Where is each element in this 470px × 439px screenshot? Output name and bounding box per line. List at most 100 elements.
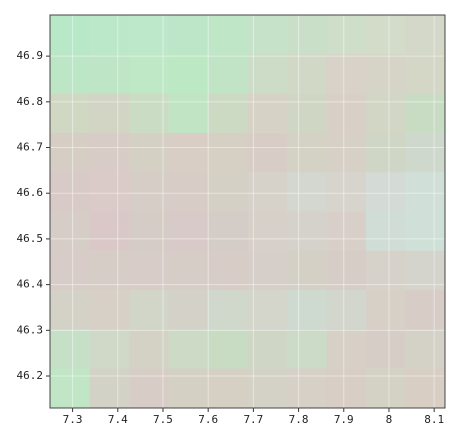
pixel [287, 290, 327, 330]
pixel [247, 54, 288, 95]
x-tick-label: 7.4 [108, 413, 128, 426]
pixel [326, 250, 367, 291]
pixel [366, 132, 406, 173]
pixel [405, 93, 446, 134]
pixel [247, 250, 288, 291]
pixel [247, 368, 288, 409]
y-tick-label: 46.8 [17, 95, 44, 108]
pixel [366, 211, 406, 252]
y-tick-label: 46.3 [17, 323, 44, 336]
pixel [326, 132, 367, 173]
pixel [326, 368, 367, 409]
pixel [168, 329, 209, 370]
pixel [366, 93, 406, 134]
pixel [208, 93, 248, 134]
pixel [287, 368, 327, 409]
pixel [326, 93, 367, 134]
pixel [168, 290, 209, 330]
pixel [50, 290, 90, 330]
pixel [89, 93, 130, 134]
pixel [89, 132, 130, 173]
pixel [168, 132, 209, 173]
pixel [287, 54, 327, 95]
pixel [405, 329, 446, 370]
pixel [129, 93, 169, 134]
x-tick-label: 7.8 [289, 413, 309, 426]
pixel [89, 368, 130, 409]
y-tick-label: 46.2 [17, 369, 44, 382]
pixel [89, 290, 130, 330]
pixel [247, 132, 288, 173]
pixel [405, 250, 446, 291]
pixel [287, 93, 327, 134]
pixel [129, 211, 169, 252]
pixel [89, 250, 130, 291]
x-tick-label: 7.7 [243, 413, 263, 426]
pixel [168, 368, 209, 409]
pixel [129, 54, 169, 95]
pixel [287, 172, 327, 212]
pixel [50, 211, 90, 252]
pixel [208, 368, 248, 409]
pixel [208, 329, 248, 370]
pixel [50, 15, 90, 55]
pixel [247, 15, 288, 55]
pixel [129, 15, 169, 55]
y-tick-label: 46.5 [17, 232, 44, 245]
pixel [168, 172, 209, 212]
pixel [366, 172, 406, 212]
pixel [208, 15, 248, 55]
pixel [247, 93, 288, 134]
pixel [208, 250, 248, 291]
pixel [168, 211, 209, 252]
pixel [405, 54, 446, 95]
pixel [50, 250, 90, 291]
pixel [247, 211, 288, 252]
y-tick-label: 46.9 [17, 49, 44, 62]
pixel [287, 15, 327, 55]
pixel [287, 211, 327, 252]
x-tick-label: 7.3 [63, 413, 83, 426]
pixel [366, 15, 406, 55]
pixel [208, 54, 248, 95]
pixel [208, 290, 248, 330]
pixel [366, 368, 406, 409]
pixel [208, 132, 248, 173]
pixel [208, 172, 248, 212]
pixel [326, 290, 367, 330]
pixel [405, 290, 446, 330]
pixel [405, 172, 446, 212]
pixel [50, 54, 90, 95]
pixel [247, 329, 288, 370]
plot-frame [49, 14, 446, 409]
pixel [129, 132, 169, 173]
pixel [168, 54, 209, 95]
pixel [129, 290, 169, 330]
pixel [89, 172, 130, 212]
pixel [366, 54, 406, 95]
pixel [50, 132, 90, 173]
pixel [168, 15, 209, 55]
pixel [89, 211, 130, 252]
pixel [287, 250, 327, 291]
pixel [287, 329, 327, 370]
pixel [326, 15, 367, 55]
pixel [247, 172, 288, 212]
x-tick-label: 7.9 [334, 413, 354, 426]
x-tick-label: 7.5 [153, 413, 173, 426]
pixel [366, 329, 406, 370]
pixel [168, 250, 209, 291]
pixel [405, 211, 446, 252]
pixel [326, 211, 367, 252]
x-tick-label: 8 [386, 413, 393, 426]
pixel [168, 93, 209, 134]
pixel [326, 172, 367, 212]
pixel [366, 290, 406, 330]
pixel [405, 132, 446, 173]
pixel [89, 54, 130, 95]
pixel [89, 15, 130, 55]
pixel [326, 329, 367, 370]
pixel [129, 329, 169, 370]
pixel [89, 329, 130, 370]
